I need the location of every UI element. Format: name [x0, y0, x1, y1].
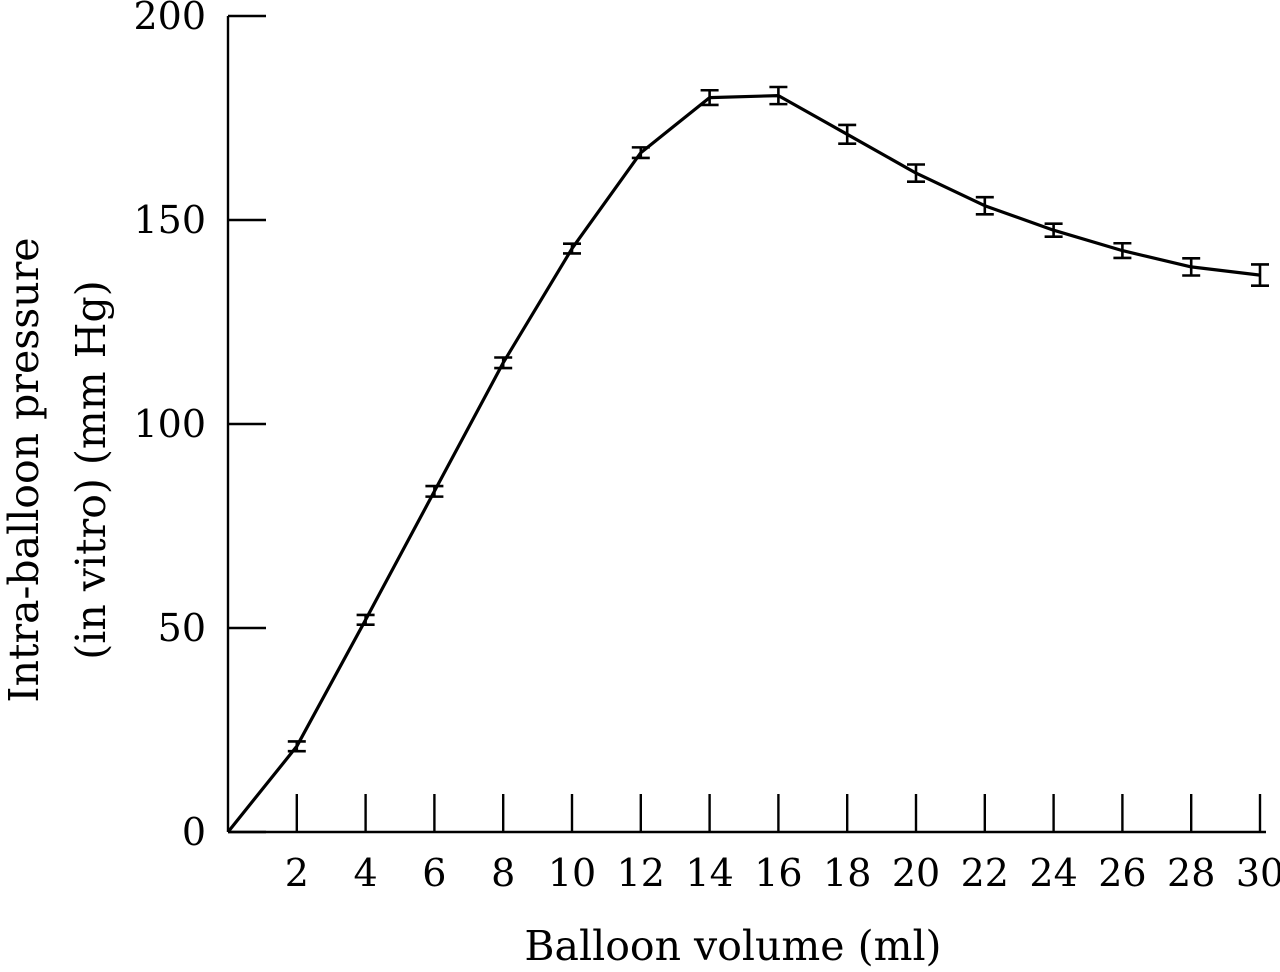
x-tick-label: 20 [892, 851, 940, 895]
x-tick-label: 16 [754, 851, 802, 895]
y-axis-title: Intra-balloon pressure (in vitro) (mm Hg… [0, 237, 115, 702]
x-tick-label: 4 [354, 851, 378, 895]
y-tick-label: 0 [182, 810, 206, 854]
plot-series [226, 85, 1269, 834]
y-tick-label: 200 [133, 0, 206, 38]
x-tick-label: 2 [285, 851, 309, 895]
x-tick-label: 28 [1167, 851, 1215, 895]
error-bar [907, 163, 925, 183]
error-bar [425, 484, 444, 498]
y-axis-title-line-2: (in vitro) (mm Hg) [67, 280, 115, 659]
x-tick-label: 22 [961, 851, 1009, 895]
y-tick-label: 50 [158, 606, 206, 650]
error-bar [631, 146, 650, 160]
error-bar [700, 88, 719, 107]
error-bar [356, 613, 375, 627]
x-tick-label: 26 [1098, 851, 1146, 895]
x-tick-label: 30 [1236, 851, 1280, 895]
error-bar [838, 123, 857, 146]
error-bar [975, 195, 994, 216]
x-tick-label: 6 [422, 851, 446, 895]
x-tick-label: 10 [548, 851, 596, 895]
error-bar [1044, 222, 1063, 239]
y-axis-ticks: 0 50 100 150 200 [133, 0, 266, 854]
error-bar [1182, 257, 1201, 277]
x-axis-title: Balloon volume (ml) [524, 922, 941, 970]
error-bar [1113, 241, 1132, 260]
error-bar [287, 740, 306, 753]
error-bar [1251, 263, 1269, 287]
y-tick-label: 150 [133, 198, 206, 242]
y-tick-label: 100 [133, 402, 206, 446]
x-tick-label: 24 [1029, 851, 1077, 895]
x-tick-label: 18 [823, 851, 871, 895]
x-tick-label: 14 [685, 851, 733, 895]
y-axis-title-line-1: Intra-balloon pressure [0, 237, 48, 702]
x-tick-label: 8 [491, 851, 515, 895]
error-bar [769, 85, 788, 106]
error-bar [563, 242, 581, 255]
x-axis-ticks: 2 4 6 8 10 12 14 16 18 20 22 24 26 28 30 [285, 794, 1280, 895]
axes [226, 16, 1266, 834]
series-line [226, 93, 1261, 834]
x-tick-label: 12 [617, 851, 665, 895]
error-bar [494, 356, 513, 370]
